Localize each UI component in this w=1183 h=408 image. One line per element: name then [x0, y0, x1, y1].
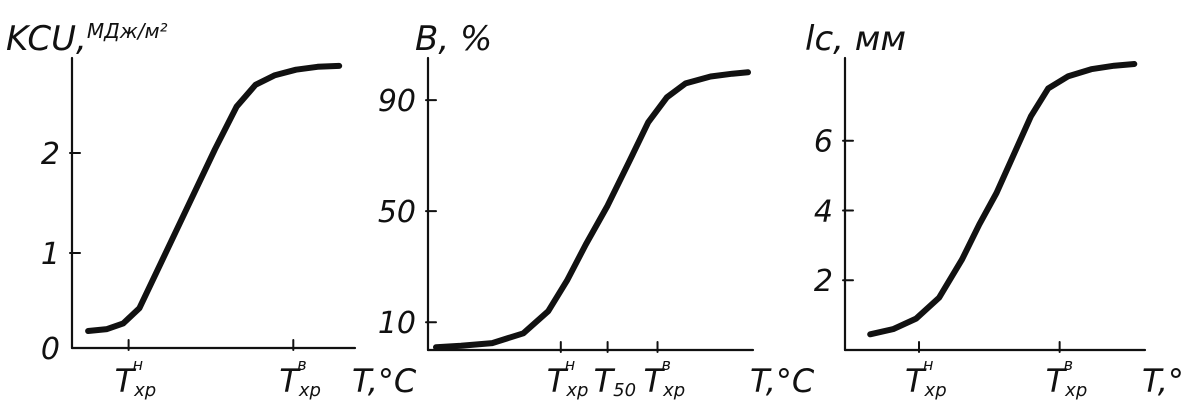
y-tick-label: 2: [814, 264, 833, 299]
x-tick-subscript: хр: [662, 380, 685, 401]
y-axis-unit: МДж/м²: [87, 19, 168, 43]
data-curve: [433, 69, 751, 351]
x-tick-superscript: в: [297, 355, 306, 374]
y-axis-label: lc, мм: [805, 19, 906, 59]
y-tick-label: 10: [378, 306, 416, 341]
data-curve: [85, 62, 343, 334]
x-tick-subscript: хр: [565, 380, 588, 401]
data-curve: [867, 61, 1138, 338]
x-tick-superscript: в: [1064, 355, 1073, 374]
x-tick-superscript: в: [662, 355, 671, 374]
x-tick-superscript: н: [133, 355, 143, 374]
y-tick-label: 2: [41, 137, 60, 172]
x-axis-label: T,°C: [1142, 362, 1183, 400]
x-tick-subscript: хр: [1064, 380, 1087, 401]
x-axis-label: T,°C: [352, 362, 417, 400]
x-tick-subscript: хр: [298, 380, 321, 401]
y-axis-label: B, %: [415, 19, 492, 59]
y-tick-label: 0: [41, 332, 60, 367]
x-tick-superscript: н: [923, 355, 933, 374]
x-axis-label: T,°C: [750, 362, 815, 400]
y-tick-label: 1: [41, 237, 60, 272]
y-tick-label: 90: [378, 84, 416, 119]
y-tick-label: 6: [814, 125, 833, 160]
x-tick-subscript: хр: [133, 380, 156, 401]
x-tick-subscript: 50: [613, 380, 636, 401]
x-tick-subscript: хр: [924, 380, 947, 401]
x-tick-label: T50: [594, 362, 636, 401]
y-tick-label: 4: [814, 194, 833, 229]
y-tick-label: 50: [378, 195, 416, 230]
y-axis-label: KCU,МДж/м²: [6, 19, 168, 59]
x-tick-superscript: н: [565, 355, 575, 374]
